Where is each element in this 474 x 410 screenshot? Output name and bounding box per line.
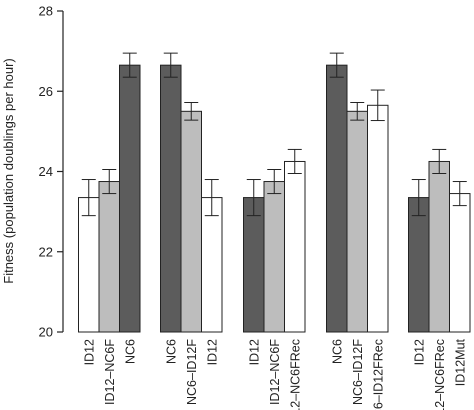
- y-tick-label: 22: [39, 244, 53, 259]
- error-bar-3-1: [350, 101, 365, 121]
- x-tick-label: ID12Mut: [453, 338, 467, 386]
- bars: [78, 64, 471, 333]
- bar-2-1: [263, 181, 285, 333]
- bar-4-2: [449, 193, 471, 333]
- error-bar-2-2: [287, 148, 302, 175]
- bar-4-1: [428, 160, 450, 333]
- bar-1-1: [180, 110, 202, 333]
- x-tick-label: NC6–ID12F: [351, 339, 365, 405]
- y-tick-label: 26: [39, 84, 53, 99]
- bar-0-1: [98, 181, 120, 333]
- error-bar-4-0: [411, 179, 426, 217]
- x-tick-label: ID12: [247, 339, 261, 365]
- error-bar-4-1: [432, 148, 447, 175]
- bar-3-1: [346, 110, 368, 333]
- bar-3-0: [326, 64, 348, 333]
- error-bar-0-2: [122, 52, 137, 78]
- bar-1-2: [201, 197, 223, 333]
- bar-0-2: [119, 64, 141, 333]
- error-bar-4-2: [452, 181, 467, 207]
- x-tick-label: NC6: [330, 339, 344, 364]
- x-tick-label: ID12–NC6FRec: [288, 339, 302, 410]
- bar-4-0: [408, 197, 430, 333]
- error-bar-1-0: [163, 52, 178, 78]
- bar-0-0: [78, 197, 100, 333]
- error-bar-2-0: [246, 179, 261, 217]
- bar-2-0: [243, 197, 265, 333]
- x-tick-label: NC6: [164, 339, 178, 364]
- error-bar-2-1: [267, 168, 282, 195]
- x-tick-label: ID12–NC6FRec: [433, 339, 447, 410]
- y-axis: 20 22 24 26 28: [39, 4, 64, 340]
- x-tick-label: ID12–NC6F: [268, 339, 282, 405]
- y-tick-label: 28: [39, 4, 53, 19]
- bar-3-2: [367, 104, 389, 333]
- x-tick-label: NC6–ID12FRec: [371, 339, 385, 410]
- y-tick-label: 20: [39, 325, 53, 340]
- x-tick-label: ID12: [412, 339, 426, 365]
- error-bar-1-2: [204, 179, 219, 217]
- x-tick-labels: ID12 ID12–NC6F NC6 NC6 NC6–ID12F ID12 ID12 ID12…: [82, 338, 467, 410]
- error-bar-0-1: [102, 168, 117, 195]
- error-bar-0-0: [81, 179, 96, 217]
- x-tick-label: NC6–ID12F: [185, 339, 199, 405]
- y-tick-label: 24: [39, 164, 53, 179]
- bar-1-0: [160, 64, 182, 333]
- y-axis-label: Fitness (population doublings per hour): [1, 58, 16, 283]
- error-bar-1-1: [184, 101, 199, 121]
- error-bar-3-0: [329, 52, 344, 78]
- x-tick-label: ID12: [205, 339, 219, 365]
- error-bars: [81, 52, 467, 217]
- x-tick-label: ID12–NC6F: [103, 339, 117, 405]
- error-bar-3-2: [370, 89, 385, 122]
- x-tick-label: NC6: [123, 339, 137, 364]
- x-tick-label: ID12: [82, 339, 96, 365]
- bar-2-2: [284, 160, 306, 333]
